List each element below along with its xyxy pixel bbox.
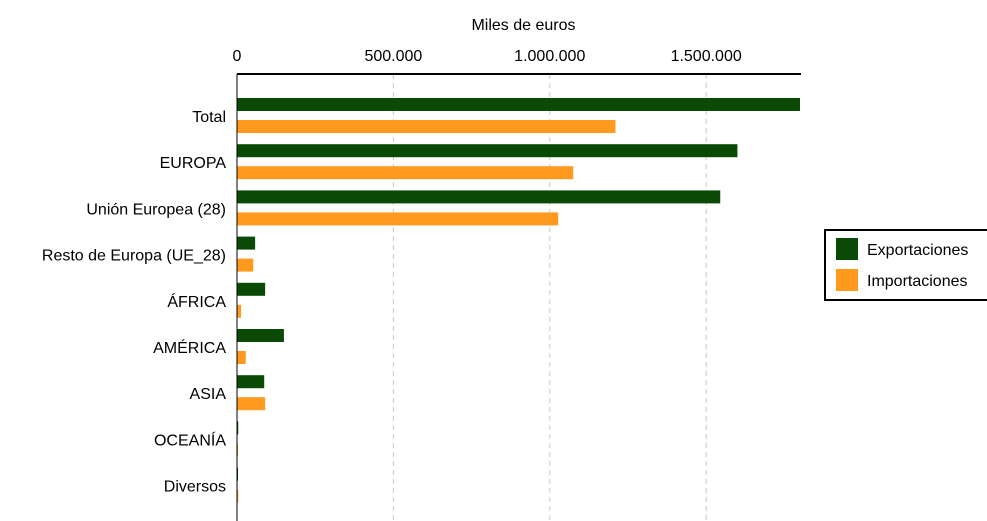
x-tick-labels: 0 500.000 1.000.000 1.500.000 [233,48,742,65]
x-axis-title: Miles de euros [471,17,575,34]
legend-label-exportaciones: Exportaciones [867,242,968,259]
category-label: Unión Europea (28) [86,201,226,218]
category-label: Total [192,109,226,126]
bar-importaciones [237,489,239,503]
category-label: ASIA [190,386,227,403]
bar-exportaciones [237,236,256,250]
bar-exportaciones [237,144,738,158]
bar-importaciones [237,166,574,180]
bar-exportaciones [237,329,284,342]
bar-exportaciones [237,190,721,204]
category-label: AMÉRICA [153,338,226,357]
legend-swatch-exportaciones [836,238,858,260]
category-label: OCEANÍA [154,430,226,449]
bar-importaciones [237,304,242,318]
bars [237,98,800,503]
bar-importaciones [237,258,254,272]
bar-importaciones [237,351,246,364]
bar-exportaciones [237,421,239,435]
category-label: EUROPA [160,155,227,172]
bar-exportaciones [237,282,266,296]
axes [236,73,801,521]
category-label: Resto de Europa (UE_28) [42,248,226,265]
legend: Exportaciones Importaciones [824,229,987,301]
x-tick-label: 1.500.000 [671,48,742,65]
legend-swatch-importaciones [836,269,858,291]
bar-importaciones [237,120,616,133]
x-tick-label: 1.000.000 [514,48,585,65]
x-tick-label: 0 [233,48,242,65]
category-label: Diversos [164,479,226,496]
grid-lines [392,74,707,521]
bar-importaciones [237,397,266,411]
bar-importaciones [237,212,559,226]
y-tick-labels: Total EUROPA Unión Europea (28) Resto de Eu… [42,109,226,496]
x-tick-label: 500.000 [364,48,422,65]
bar-exportaciones [237,98,800,111]
legend-label-importaciones: Importaciones [867,273,968,290]
bar-exportaciones [237,375,265,389]
category-label: ÁFRICA [167,292,226,311]
